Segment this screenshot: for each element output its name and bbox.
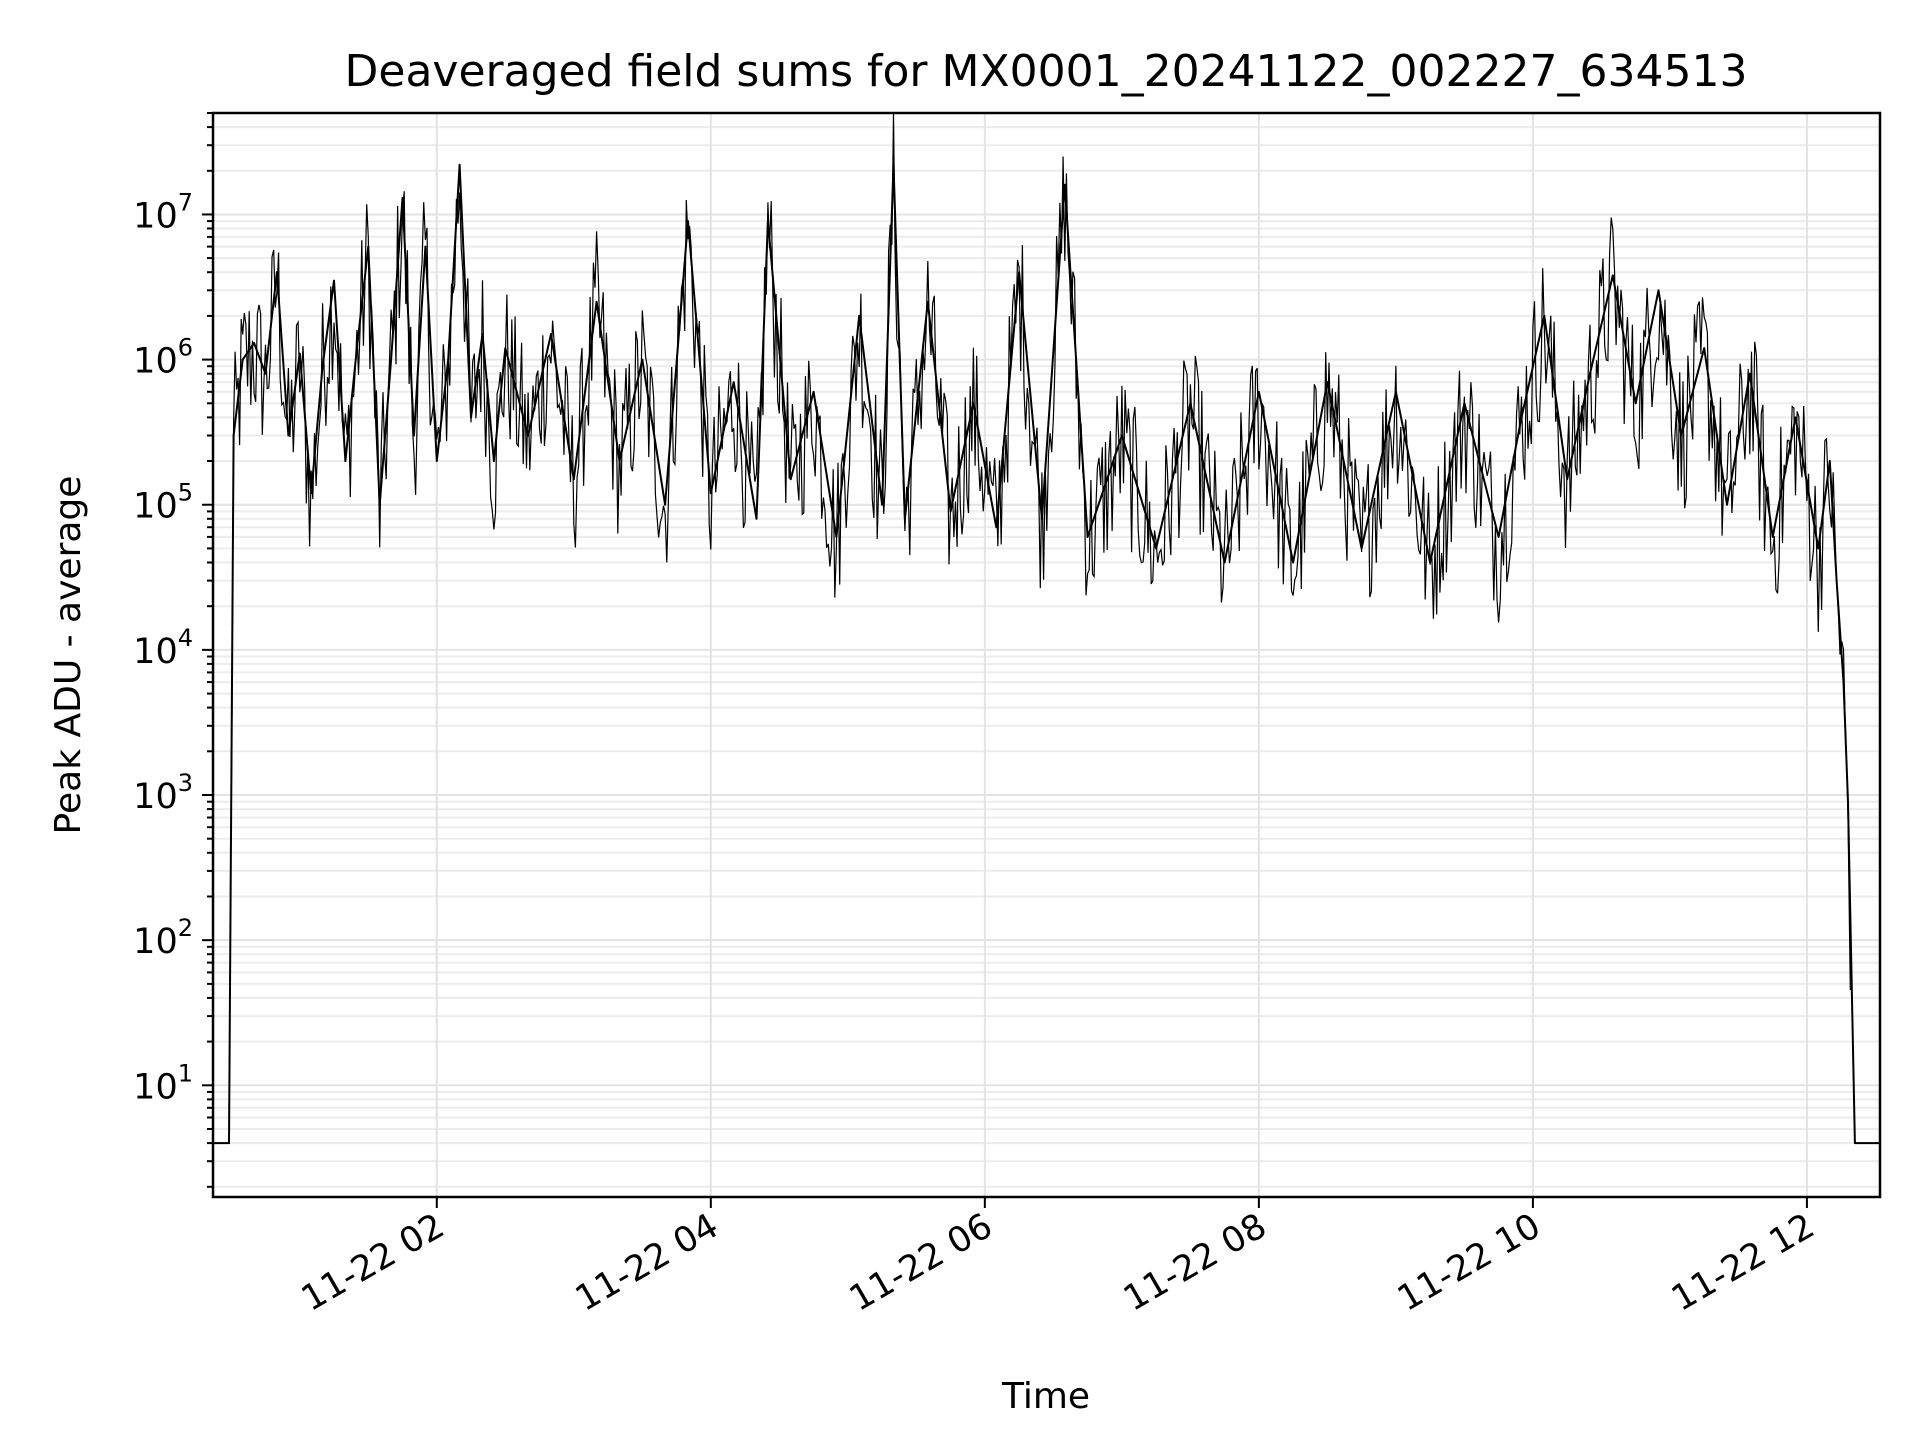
data-point [709,492,712,495]
data-point [881,503,883,506]
y-tick-label: 102 [133,914,193,962]
data-point [595,300,598,303]
y-tick-label-exponent: 4 [178,624,193,652]
y-tick-label-exponent: 2 [178,914,193,942]
data-point [550,333,552,335]
data-point [435,460,438,462]
data-point [241,358,244,361]
chart-title: Deaveraged field sums for MX0001_2024112… [345,46,1748,97]
data-point [664,503,666,506]
y-tick-label-exponent: 6 [178,334,193,362]
x-axis-label: Time [1001,1376,1090,1417]
data-point [253,342,256,344]
data-point [1258,390,1260,393]
data-point [493,460,495,462]
data-point [1817,547,1820,550]
y-tick-label-exponent: 7 [178,188,193,216]
y-tick-label-base: 10 [133,777,178,817]
data-point [1063,183,1066,186]
y-tick-label: 104 [133,624,193,672]
y-tick-label-base: 10 [133,632,178,672]
y-axis-label: Peak ADU - average [48,476,89,835]
data-point [424,245,427,248]
data-point [264,372,267,375]
data-point [344,460,347,462]
series-layer [212,112,1881,1145]
y-tick-label: 106 [133,334,193,382]
data-point [812,390,815,393]
y-tick-label-base: 10 [133,342,178,382]
series-noise-trace [229,112,1851,991]
data-point [228,1142,230,1144]
y-tick-label: 107 [133,188,193,236]
data-point [390,358,392,361]
y-tick-label-base: 10 [133,487,178,527]
data-point [1771,536,1774,538]
data-point [1497,536,1500,538]
data-point [287,434,290,437]
data-point [1794,416,1797,419]
data-point [1086,536,1089,538]
y-tick-label-exponent: 3 [178,769,193,797]
data-point [458,163,461,166]
y-tick-label-exponent: 1 [178,1059,193,1087]
y-tick-label-base: 10 [133,1067,178,1107]
y-tick-label-base: 10 [133,196,178,236]
data-point [1703,347,1706,349]
data-point [333,279,335,282]
data-point [401,197,404,199]
data-point [1657,289,1660,292]
grid-layer [213,112,1880,1197]
y-tick-label: 103 [133,769,193,817]
data-point [1726,503,1728,506]
data-point [789,478,792,481]
data-point [1292,561,1294,564]
data-point [1828,460,1831,462]
data-point [1748,372,1751,375]
y-tick-label: 101 [133,1059,193,1107]
y-tick-label-exponent: 5 [178,479,193,507]
data-point [858,315,861,317]
y-tick-label-base: 10 [133,922,178,962]
y-tick-label: 105 [133,479,193,527]
data-point [732,381,735,383]
data-point [1611,274,1614,277]
data-point [1854,1142,1856,1144]
data-point [1634,402,1637,405]
plot-frame [211,111,1882,1199]
data-point [755,517,758,520]
